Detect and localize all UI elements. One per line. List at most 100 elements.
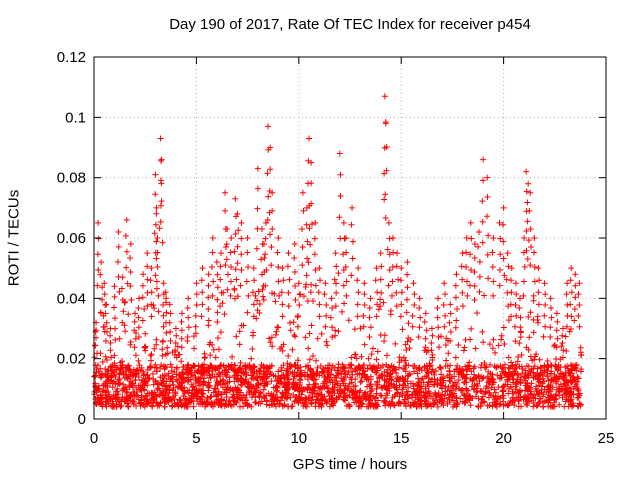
- data-point: [192, 312, 199, 319]
- peak-point: [291, 241, 298, 248]
- data-point: [147, 277, 154, 284]
- data-point: [358, 397, 365, 404]
- data-point: [317, 362, 324, 369]
- data-point: [276, 400, 283, 407]
- data-point: [264, 217, 271, 224]
- data-point: [528, 380, 535, 387]
- data-point: [489, 249, 496, 256]
- data-point: [457, 395, 464, 402]
- data-point: [160, 323, 167, 330]
- data-point: [193, 377, 200, 384]
- data-point: [429, 332, 436, 339]
- data-point: [250, 313, 257, 320]
- data-point: [354, 313, 361, 320]
- data-point: [326, 396, 333, 403]
- data-point: [174, 343, 181, 350]
- data-point: [165, 370, 172, 377]
- peak-point: [222, 189, 229, 196]
- data-point: [359, 370, 366, 377]
- data-point: [112, 373, 119, 380]
- data-point: [299, 388, 306, 395]
- data-point: [113, 402, 120, 409]
- data-point: [360, 312, 367, 319]
- data-point: [356, 365, 363, 372]
- data-point: [259, 286, 266, 293]
- data-point: [536, 356, 543, 363]
- data-point: [554, 318, 561, 325]
- peak-point: [361, 280, 368, 287]
- data-point: [304, 297, 311, 304]
- data-point: [215, 388, 222, 395]
- y-tick-label: 0.08: [57, 170, 86, 187]
- data-point: [530, 374, 537, 381]
- data-point: [118, 285, 125, 292]
- data-point: [377, 276, 384, 283]
- data-point: [304, 255, 311, 262]
- data-point: [296, 395, 303, 402]
- data-point: [147, 364, 154, 371]
- data-point: [470, 365, 477, 372]
- data-point: [168, 403, 175, 410]
- data-point: [464, 397, 471, 404]
- data-point: [165, 399, 172, 406]
- data-point: [208, 363, 215, 370]
- data-point: [284, 263, 291, 270]
- peak-point: [101, 280, 108, 287]
- data-point: [298, 225, 305, 232]
- data-point: [370, 363, 377, 370]
- data-point: [262, 235, 269, 242]
- data-point: [308, 180, 315, 187]
- data-point: [294, 357, 301, 364]
- data-point: [553, 375, 560, 382]
- data-point: [262, 251, 269, 258]
- data-point: [423, 348, 430, 355]
- data-point: [264, 365, 271, 372]
- data-point: [364, 391, 371, 398]
- axis-ticks: 0 0.02 0.04 0.06 0.08 0.1 0.12 0 5 10 15 20 25: [57, 49, 615, 447]
- data-point: [202, 403, 209, 410]
- data-point: [135, 324, 142, 331]
- data-point: [250, 363, 257, 370]
- data-point: [404, 271, 411, 278]
- data-point: [173, 332, 180, 339]
- grid: [94, 57, 606, 419]
- data-point: [358, 374, 365, 381]
- data-point: [272, 331, 279, 338]
- peak-point: [441, 280, 448, 287]
- peak-point: [381, 93, 388, 100]
- data-point: [486, 389, 493, 396]
- data-point: [393, 289, 400, 296]
- data-point: [500, 221, 507, 228]
- data-point: [225, 366, 232, 373]
- data-point: [197, 374, 204, 381]
- data-point: [278, 289, 285, 296]
- data-point: [332, 327, 339, 334]
- data-point: [386, 251, 393, 258]
- data-point: [155, 401, 162, 408]
- data-point: [142, 397, 149, 404]
- peak-point: [428, 325, 435, 332]
- data-point: [283, 372, 290, 379]
- data-point: [213, 377, 220, 384]
- data-point: [426, 363, 433, 370]
- data-point: [397, 375, 404, 382]
- data-point: [508, 289, 515, 296]
- data-point: [250, 301, 257, 308]
- data-point: [374, 378, 381, 385]
- data-point: [491, 363, 498, 370]
- data-point: [398, 357, 405, 364]
- data-point: [427, 400, 434, 407]
- data-point: [434, 403, 441, 410]
- data-point: [116, 335, 123, 342]
- data-point: [160, 389, 167, 396]
- data-point: [193, 301, 200, 308]
- data-point: [557, 381, 564, 388]
- data-point: [222, 381, 229, 388]
- data-point: [357, 325, 364, 332]
- data-point: [296, 301, 303, 308]
- data-point: [537, 364, 544, 371]
- data-point: [491, 386, 498, 393]
- peak-point: [541, 280, 548, 287]
- data-point: [152, 191, 159, 198]
- data-point: [313, 357, 320, 364]
